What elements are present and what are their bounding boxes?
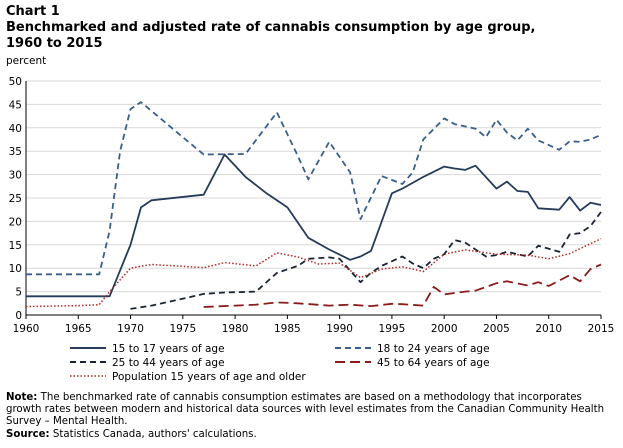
- series-lines: [25, 101, 602, 310]
- y-tick-label: 0: [15, 310, 22, 322]
- x-tick-label: 1975: [169, 323, 196, 335]
- source-label: Source:: [6, 428, 50, 440]
- chart-title: Benchmarked and adjusted rate of cannabi…: [6, 20, 536, 51]
- series-line-4: [203, 263, 602, 308]
- y-axis-ticks: 0 5 10 15 20 25 30 35 40 45 50: [9, 76, 22, 322]
- y-tick-label: 50: [9, 76, 22, 88]
- series-line-2: [26, 101, 602, 276]
- gridlines: [25, 80, 601, 316]
- x-tick-label: 1965: [65, 323, 92, 335]
- series-line-5: [25, 238, 602, 308]
- legend-label: 45 to 64 years of age: [377, 357, 490, 369]
- y-tick-label: 5: [15, 287, 22, 299]
- y-tick-label: 15: [9, 240, 22, 252]
- note-text: The benchmarked rate of cannabis consump…: [6, 392, 605, 428]
- y-tick-label: 35: [9, 146, 22, 158]
- legend: 15 to 17 years of age 18 to 24 years of a…: [70, 343, 490, 383]
- series-line-1: [26, 153, 602, 298]
- y-tick-label: 45: [9, 99, 22, 111]
- x-tick-label: 2005: [483, 323, 510, 335]
- y-axis-unit: percent: [6, 55, 47, 67]
- y-tick-label: 30: [9, 170, 22, 182]
- chart-note: Note: The benchmarked rate of cannabis c…: [6, 392, 616, 441]
- legend-label: 18 to 24 years of age: [377, 343, 490, 355]
- x-tick-label: 1980: [222, 323, 249, 335]
- note-label: Note:: [6, 392, 38, 403]
- x-tick-label: 1990: [326, 323, 353, 335]
- x-axis-ticks: 1960 1965 1970 1975 1980 1985 1990 1995 2000 2005…: [13, 315, 615, 335]
- legend-label: 15 to 17 years of age: [112, 343, 225, 355]
- y-tick-label: 25: [9, 193, 22, 205]
- chart-label: Chart 1: [6, 4, 60, 19]
- y-tick-label: 20: [9, 216, 22, 228]
- legend-label: Population 15 years of age and older: [112, 371, 306, 383]
- x-tick-label: 2000: [431, 323, 458, 335]
- y-tick-label: 40: [9, 123, 22, 135]
- x-tick-label: 2015: [588, 323, 615, 335]
- y-tick-label: 10: [9, 263, 22, 275]
- x-tick-label: 1960: [13, 323, 40, 335]
- line-chart: 0 5 10 15 20 25 30 35 40 45 50 1960 1965 1970 1975 198…: [9, 76, 615, 383]
- x-tick-label: 1970: [117, 323, 144, 335]
- x-tick-label: 1995: [379, 323, 406, 335]
- series-line-3: [130, 211, 602, 310]
- x-tick-label: 1985: [274, 323, 301, 335]
- x-tick-label: 2010: [535, 323, 562, 335]
- legend-label: 25 to 44 years of age: [112, 357, 225, 369]
- source-text: Statistics Canada, authors' calculations…: [52, 428, 257, 440]
